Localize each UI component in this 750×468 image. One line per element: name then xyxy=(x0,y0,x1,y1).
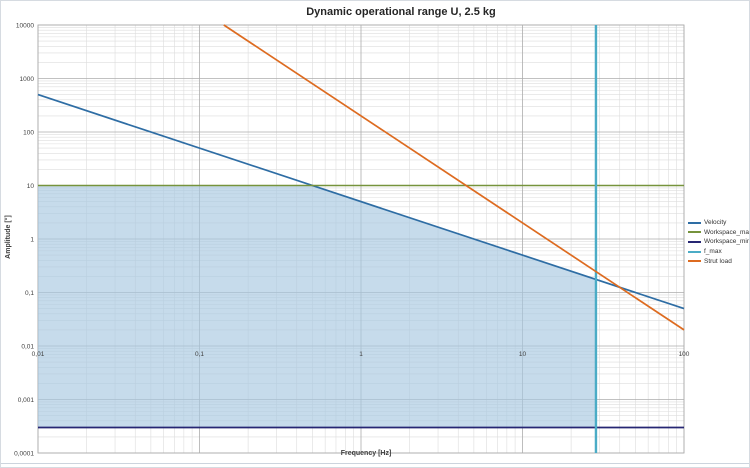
x-tick-label: 1 xyxy=(359,351,363,358)
legend-swatch-workspace-min xyxy=(688,240,701,243)
x-tick-label: 10 xyxy=(519,351,527,358)
legend-label: Velocity xyxy=(704,219,727,227)
tick-labels: 0,01 0,1 1 10 100 10000 1000 100 10 1 0,1 0,01 0,001… xyxy=(14,22,690,457)
chart-title: Dynamic operational range U, 2.5 kg xyxy=(306,6,496,18)
x-tick-label: 0,01 xyxy=(32,351,45,358)
legend-swatch-f-max xyxy=(688,250,701,253)
legend: Velocity Workspace_max Workspace_min f_max S… xyxy=(688,218,750,266)
y-tick-label: 0,1 xyxy=(25,290,34,297)
legend-label: Workspace_min xyxy=(704,238,750,246)
y-tick-label: 10 xyxy=(27,183,35,190)
y-tick-label: 10000 xyxy=(16,22,34,29)
chart-bottom-border xyxy=(1,463,749,464)
x-tick-label: 0,1 xyxy=(195,351,204,358)
series-line-velocity xyxy=(37,93,685,310)
y-tick-label: 0,0001 xyxy=(14,450,34,457)
legend-item: Strut load xyxy=(688,256,749,266)
legend-swatch-workspace-max xyxy=(688,231,701,234)
x-axis-title: Frequency [Hz] xyxy=(340,450,392,457)
legend-item: Workspace_max xyxy=(688,228,750,238)
y-tick-label: 100 xyxy=(23,129,34,136)
y-tick-label: 0,001 xyxy=(18,397,35,404)
legend-label: Workspace_max xyxy=(704,228,750,236)
x-tick-label: 100 xyxy=(679,351,690,358)
legend-label: f_max xyxy=(704,248,722,256)
series-line-strut-load xyxy=(223,24,685,331)
legend-item: Velocity xyxy=(688,218,749,228)
operational-range-region xyxy=(38,185,596,428)
y-tick-label: 0,01 xyxy=(21,343,34,350)
legend-item: f_max xyxy=(688,247,749,257)
legend-item: Workspace_min xyxy=(688,237,750,247)
y-tick-label: 1 xyxy=(30,236,34,243)
y-tick-label: 1000 xyxy=(20,76,35,83)
legend-swatch-velocity xyxy=(688,221,701,224)
legend-swatch-strut-load xyxy=(688,260,701,263)
legend-label: Strut load xyxy=(704,257,732,265)
y-axis-title: Amplitude [°] xyxy=(5,215,12,259)
